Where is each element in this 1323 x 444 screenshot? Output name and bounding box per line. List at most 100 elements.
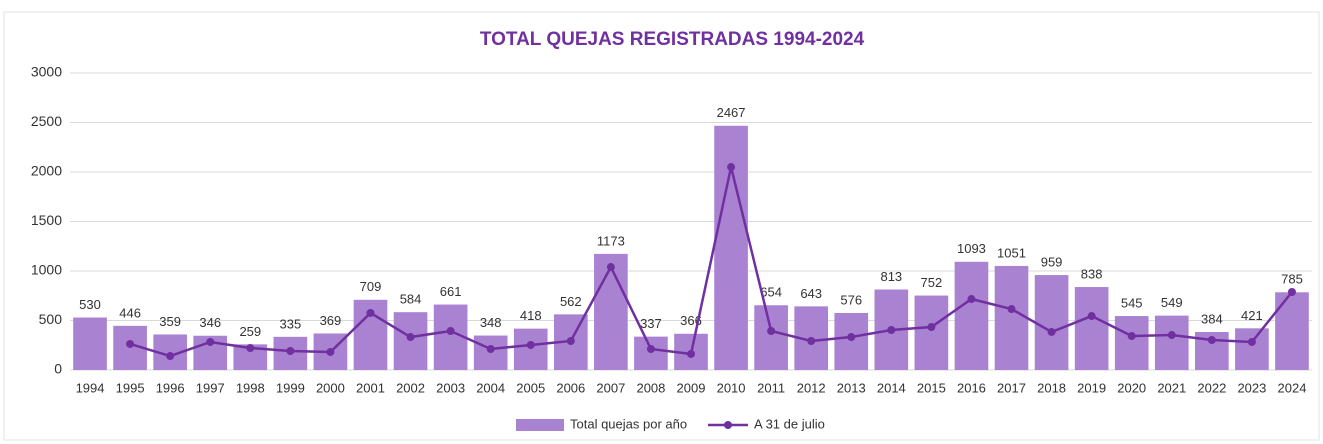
line-point xyxy=(406,333,415,342)
data-label: 643 xyxy=(800,286,822,301)
line-point xyxy=(126,339,135,348)
line-point xyxy=(526,340,535,349)
bar xyxy=(714,125,748,370)
data-label: 446 xyxy=(119,305,141,320)
y-tick-label: 3000 xyxy=(31,64,62,80)
data-label: 337 xyxy=(640,316,662,331)
line-point xyxy=(927,323,936,332)
y-tick-label: 500 xyxy=(39,311,63,327)
data-label: 545 xyxy=(1121,295,1143,310)
bar xyxy=(1114,316,1149,370)
x-tick-label: 2010 xyxy=(717,380,746,395)
x-tick-label: 2012 xyxy=(797,380,826,395)
line-point xyxy=(486,345,495,354)
legend-label: A 31 de julio xyxy=(754,416,825,431)
data-label: 813 xyxy=(880,269,902,284)
data-label: 838 xyxy=(1081,266,1103,281)
data-label: 346 xyxy=(199,315,221,330)
data-label: 959 xyxy=(1041,254,1063,269)
x-tick-label: 2005 xyxy=(516,380,545,395)
x-tick-label: 2018 xyxy=(1037,380,1066,395)
data-label: 654 xyxy=(760,285,782,300)
data-label: 562 xyxy=(560,294,582,309)
bar xyxy=(634,336,668,370)
y-tick-label: 0 xyxy=(54,361,62,377)
x-tick-label: 1994 xyxy=(76,380,105,395)
x-tick-label: 1997 xyxy=(196,380,225,395)
data-label: 259 xyxy=(239,324,261,339)
x-tick-label: 2023 xyxy=(1237,380,1266,395)
data-label: 1093 xyxy=(957,241,986,256)
bar xyxy=(1154,315,1189,370)
line-point xyxy=(1007,305,1016,314)
data-label: 584 xyxy=(400,292,422,307)
x-tick-label: 2006 xyxy=(556,380,585,395)
bar xyxy=(994,265,1029,370)
data-label: 709 xyxy=(360,279,382,294)
bar xyxy=(834,312,869,370)
line-point xyxy=(646,345,655,354)
data-label: 1173 xyxy=(597,233,625,248)
chart-frame xyxy=(3,11,1320,441)
line-point xyxy=(326,347,335,356)
x-tick-label: 2024 xyxy=(1278,380,1307,395)
legend-swatch xyxy=(516,419,564,431)
line-point xyxy=(606,263,615,272)
x-tick-label: 2022 xyxy=(1197,380,1226,395)
data-label: 421 xyxy=(1241,308,1263,323)
x-tick-label: 2015 xyxy=(917,380,946,395)
x-tick-label: 2007 xyxy=(596,380,625,395)
line-point xyxy=(1287,287,1296,296)
y-tick-label: 2500 xyxy=(31,113,62,129)
data-label: 359 xyxy=(159,314,181,329)
line-point xyxy=(847,333,856,342)
y-tick-label: 1000 xyxy=(31,262,62,278)
bar xyxy=(594,253,628,370)
line-point xyxy=(446,326,455,335)
bar xyxy=(73,317,107,370)
chart-title: TOTAL QUEJAS REGISTRADAS 1994-2024 xyxy=(480,29,865,50)
x-tick-label: 2000 xyxy=(316,380,345,395)
legend-swatch xyxy=(724,421,732,429)
bar xyxy=(754,305,788,370)
x-tick-label: 2011 xyxy=(757,380,785,395)
data-label: 335 xyxy=(280,316,302,331)
y-tick-label: 1500 xyxy=(31,212,62,228)
line-point xyxy=(366,308,375,317)
line xyxy=(129,166,1293,358)
line-point xyxy=(1247,337,1256,346)
x-tick-label: 1998 xyxy=(236,380,265,395)
x-tick-label: 2021 xyxy=(1157,380,1186,395)
data-label: 2467 xyxy=(717,105,746,120)
x-tick-label: 2020 xyxy=(1117,380,1146,395)
bar xyxy=(1034,275,1069,370)
x-tick-label: 2003 xyxy=(436,380,465,395)
x-tick-label: 2014 xyxy=(877,380,906,395)
line-point xyxy=(887,326,896,335)
y-tick-label: 2000 xyxy=(31,163,62,179)
data-label: 418 xyxy=(520,308,542,323)
line-point xyxy=(1167,331,1176,340)
x-tick-label: 2001 xyxy=(356,380,385,395)
data-label: 1051 xyxy=(997,245,1026,260)
line-point xyxy=(1047,327,1056,336)
x-tick-label: 1995 xyxy=(116,380,145,395)
bar xyxy=(954,261,989,370)
line-point xyxy=(566,336,575,345)
data-label: 752 xyxy=(921,275,943,290)
bar xyxy=(1275,292,1309,370)
x-tick-label: 2016 xyxy=(957,380,986,395)
x-tick-label: 2019 xyxy=(1077,380,1106,395)
bar xyxy=(1074,287,1109,370)
x-tick-label: 2017 xyxy=(997,380,1026,395)
legend-label: Total quejas por año xyxy=(570,416,687,431)
x-tick-label: 2013 xyxy=(837,380,866,395)
data-label: 348 xyxy=(480,315,502,330)
data-label: 576 xyxy=(840,292,862,307)
x-tick-label: 1996 xyxy=(156,380,185,395)
data-label: 549 xyxy=(1161,295,1183,310)
data-label: 530 xyxy=(79,297,101,312)
data-label: 369 xyxy=(320,313,342,328)
data-label: 661 xyxy=(440,284,462,299)
line-point xyxy=(1207,336,1216,345)
